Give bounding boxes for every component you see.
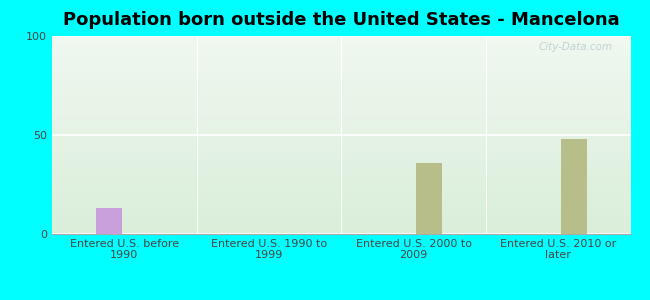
Title: Population born outside the United States - Mancelona: Population born outside the United State… (63, 11, 619, 29)
Bar (416, 163, 442, 234)
Text: City-Data.com: City-Data.com (539, 42, 613, 52)
Bar (96, 208, 122, 234)
Bar (561, 139, 587, 234)
